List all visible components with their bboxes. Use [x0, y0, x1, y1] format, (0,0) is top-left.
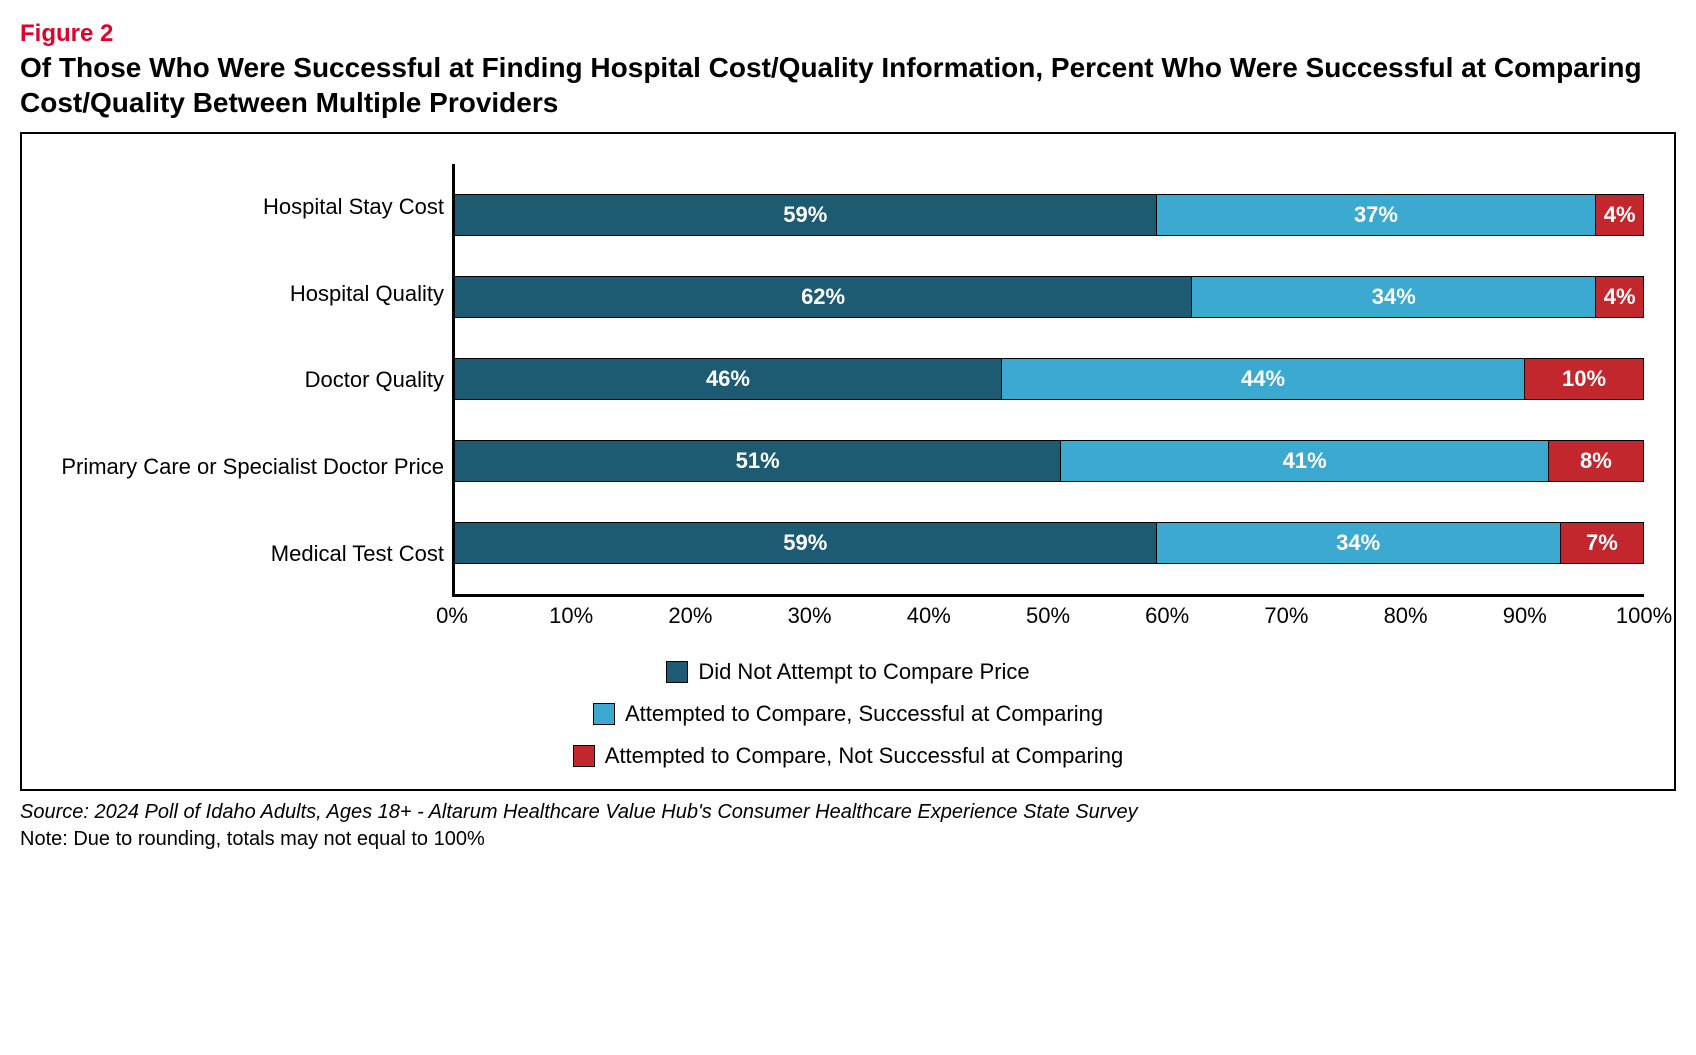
bar-row: 46%44%10% [455, 338, 1644, 420]
x-tick: 100% [1616, 603, 1672, 629]
bar-row: 59%34%7% [455, 502, 1644, 584]
bar-segment-did_not_attempt: 46% [455, 358, 1002, 400]
bar-segment-success: 41% [1061, 440, 1548, 482]
legend-swatch [666, 661, 688, 683]
legend: Did Not Attempt to Compare Price Attempte… [52, 659, 1644, 769]
bar-row: 59%37%4% [455, 174, 1644, 256]
bars-area: 59%37%4%62%34%4%46%44%10%51%41%8%59%34%7… [452, 164, 1644, 597]
x-tick: 80% [1384, 603, 1428, 629]
bar-segment-not_success: 4% [1596, 194, 1644, 236]
stacked-bar: 51%41%8% [455, 440, 1644, 482]
bar-segment-did_not_attempt: 59% [455, 522, 1157, 564]
legend-label: Attempted to Compare, Not Successful at … [605, 743, 1123, 769]
stacked-bar: 46%44%10% [455, 358, 1644, 400]
x-tick: 30% [788, 603, 832, 629]
stacked-bar: 59%37%4% [455, 194, 1644, 236]
legend-label: Attempted to Compare, Successful at Comp… [625, 701, 1103, 727]
stacked-bar: 62%34%4% [455, 276, 1644, 318]
bar-segment-success: 34% [1192, 276, 1596, 318]
category-label: Hospital Stay Cost [52, 166, 444, 248]
bar-segment-did_not_attempt: 59% [455, 194, 1157, 236]
x-tick: 0% [436, 603, 468, 629]
bar-row: 62%34%4% [455, 256, 1644, 338]
x-tick: 20% [668, 603, 712, 629]
category-label: Medical Test Cost [52, 513, 444, 595]
x-tick: 60% [1145, 603, 1189, 629]
bar-segment-success: 44% [1002, 358, 1525, 400]
note-text: Note: Due to rounding, totals may not eq… [20, 828, 1676, 851]
category-label: Doctor Quality [52, 339, 444, 421]
x-axis: 0%10%20%30%40%50%60%70%80%90%100% [52, 603, 1644, 631]
x-tick: 70% [1264, 603, 1308, 629]
bar-segment-not_success: 7% [1561, 522, 1644, 564]
x-tick: 90% [1503, 603, 1547, 629]
stacked-bar: 59%34%7% [455, 522, 1644, 564]
bar-segment-not_success: 10% [1525, 358, 1644, 400]
category-label: Hospital Quality [52, 253, 444, 335]
bar-segment-did_not_attempt: 62% [455, 276, 1192, 318]
x-tick: 50% [1026, 603, 1070, 629]
legend-item: Attempted to Compare, Not Successful at … [573, 743, 1123, 769]
source-text: Source: 2024 Poll of Idaho Adults, Ages … [20, 801, 1676, 824]
x-axis-ticks: 0%10%20%30%40%50%60%70%80%90%100% [452, 603, 1644, 631]
legend-item: Did Not Attempt to Compare Price [666, 659, 1029, 685]
legend-swatch [593, 703, 615, 725]
bar-segment-not_success: 8% [1549, 440, 1644, 482]
bar-segment-not_success: 4% [1596, 276, 1644, 318]
bar-row: 51%41%8% [455, 420, 1644, 502]
chart-title: Of Those Who Were Successful at Finding … [20, 50, 1676, 120]
y-axis-labels: Hospital Stay CostHospital QualityDoctor… [52, 164, 452, 597]
category-label: Primary Care or Specialist Doctor Price [52, 426, 444, 508]
x-tick: 40% [907, 603, 951, 629]
legend-label: Did Not Attempt to Compare Price [698, 659, 1029, 685]
plot-area: Hospital Stay CostHospital QualityDoctor… [52, 164, 1644, 597]
bar-segment-success: 34% [1157, 522, 1561, 564]
x-tick: 10% [549, 603, 593, 629]
bar-segment-success: 37% [1157, 194, 1597, 236]
figure-label: Figure 2 [20, 20, 1676, 48]
chart-container: Hospital Stay CostHospital QualityDoctor… [20, 132, 1676, 791]
bar-segment-did_not_attempt: 51% [455, 440, 1061, 482]
legend-swatch [573, 745, 595, 767]
legend-item: Attempted to Compare, Successful at Comp… [593, 701, 1103, 727]
